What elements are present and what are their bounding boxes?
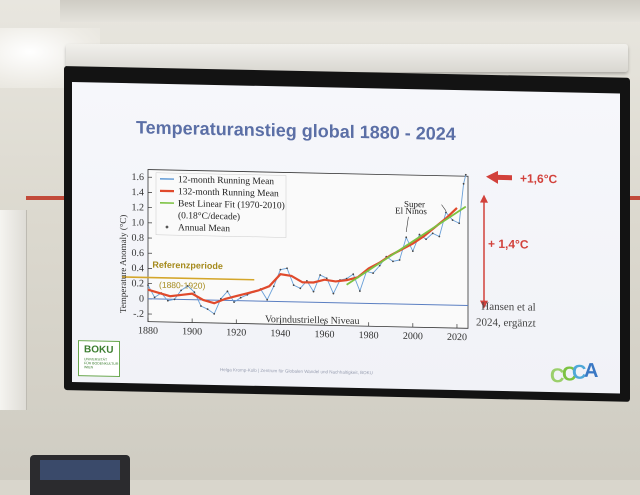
y-tick-label: -.2 (133, 309, 144, 320)
y-tick-label: 0 (139, 294, 144, 305)
boku-logo-name: BOKU (84, 344, 113, 356)
boku-logo-subtitle: UNIVERSITÄT FÜR BODENKULTUR WIEN (84, 357, 118, 370)
legend-label: 132-month Running Mean (178, 187, 279, 199)
boku-sub-3: WIEN (84, 365, 118, 370)
ccca-letter-4: A (584, 360, 598, 382)
x-tick-label: 2000 (403, 331, 423, 342)
source-line-1: Hansen et al (476, 298, 536, 315)
source-line-2: 2024, ergänzt (476, 314, 536, 331)
source-citation: Hansen et al 2024, ergänzt (476, 298, 536, 331)
laptop-screen (40, 460, 120, 480)
ccca-logo: C C C A (548, 356, 604, 387)
y-tick-label: 0.4 (132, 263, 144, 274)
boku-logo: BOKU UNIVERSITÄT FÜR BODENKULTUR WIEN (78, 340, 120, 377)
y-tick-label: 1.4 (132, 187, 144, 198)
x-tick-label: 1880 (138, 325, 158, 336)
x-tick-label: 1960 (315, 329, 335, 340)
annotation-plus-1-6: +1,6°C (520, 171, 557, 186)
whiteboard-edge (0, 210, 27, 410)
temperature-chart: 1.6 1.4 1.2 1.0 0.8 0.6 0.4 0.2 0 -.2 1880 1900 1920… (112, 165, 482, 353)
y-tick-label: 1.2 (132, 202, 144, 213)
x-tick-label: 1940 (270, 328, 290, 339)
x-tick-label: 2020 (447, 332, 467, 343)
range-arrow-up-icon (480, 195, 488, 203)
annotation-arrows (468, 166, 518, 317)
y-tick-label: 1.0 (132, 217, 144, 228)
ceiling-beam (60, 0, 640, 22)
x-tick-label: 1900 (182, 326, 202, 337)
legend-label: Annual Mean (178, 223, 230, 234)
slide-footer: Helga Kromp-Kolb | Zentrum für Globalen … (220, 367, 373, 375)
projected-slide: Temperaturanstieg global 1880 - 2024 1.6… (72, 82, 620, 393)
legend-label: Best Linear Fit (1970-2010) (178, 198, 285, 211)
legend-label: 12-month Running Mean (178, 175, 274, 187)
slide-title: Temperaturanstieg global 1880 - 2024 (136, 117, 456, 145)
x-tick-label: 1920 (226, 327, 246, 338)
y-tick-label: 1.6 (132, 172, 144, 183)
wall-stripe-left (26, 196, 66, 200)
super-el-ninos-label-2: El Ninos (395, 206, 427, 217)
legend-label: (0.18°C/decade) (178, 210, 240, 222)
left-arrow-icon (486, 171, 512, 185)
x-tick-label: 1980 (359, 330, 379, 341)
y-tick-label: 0.6 (132, 248, 144, 259)
referenz-label: Referenzperiode (152, 260, 223, 271)
y-tick-label: 0.8 (132, 233, 144, 244)
y-axis-label: Temperature Anomaly (°C) (118, 215, 128, 314)
annual-mean-point (465, 174, 467, 176)
y-tick-label: 0.2 (132, 278, 144, 289)
niveau-label: Vorindustrielles Niveau (265, 314, 360, 327)
